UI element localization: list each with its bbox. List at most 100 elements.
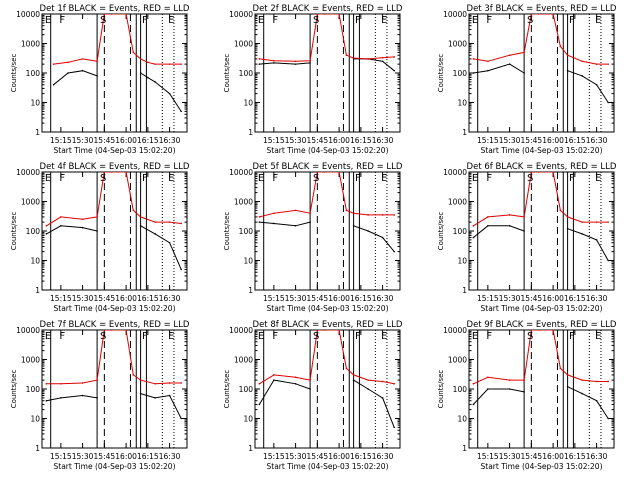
data-point-lld — [552, 330, 554, 331]
data-point-lld — [67, 61, 69, 64]
region-label: S — [313, 331, 319, 342]
data-point-events — [96, 75, 98, 77]
data-point-lld — [552, 14, 554, 15]
x-tick-label: 16:00 — [542, 136, 564, 145]
data-point-lld — [595, 380, 598, 383]
series-line-lld — [46, 330, 182, 385]
data-point-lld — [508, 214, 511, 216]
y-tick-label: 10000 — [16, 10, 40, 19]
series-line-events — [46, 393, 182, 419]
x-tick-label: 15:45 — [521, 452, 543, 461]
data-point-lld — [537, 172, 540, 173]
region-label: F — [355, 173, 361, 184]
x-axis-label: Start Time (04-Sep-03 15:02:20) — [481, 146, 603, 155]
region-label: E — [595, 15, 601, 26]
x-tick-label: 16:15 — [137, 136, 159, 145]
data-point-events — [472, 72, 475, 74]
data-point-lld — [110, 172, 113, 173]
data-point-lld — [132, 209, 135, 212]
region-label: F — [569, 173, 575, 184]
x-tick-label: 16:15 — [564, 294, 586, 303]
plot-frame — [468, 13, 615, 133]
data-point-lld — [139, 379, 142, 381]
data-point-lld — [154, 221, 156, 223]
series-line-lld — [473, 14, 609, 65]
x-axis-label: Start Time (04-Sep-03 15:02:20) — [267, 462, 389, 471]
data-point-lld — [139, 58, 142, 60]
data-point-lld — [552, 172, 554, 173]
data-point-lld — [81, 382, 84, 384]
panel-title: Det 1f BLACK = Events, RED = LLD — [40, 4, 190, 14]
data-point-lld — [595, 63, 598, 65]
y-tick-label: 1 — [248, 444, 253, 453]
y-tick-label: 10 — [30, 99, 40, 108]
x-tick-label: 15:45 — [94, 136, 116, 145]
data-point-events — [168, 241, 171, 244]
region-label: F — [272, 15, 278, 26]
data-point-events — [60, 397, 62, 399]
y-tick-label: 10 — [457, 415, 467, 424]
data-point-lld — [45, 383, 48, 385]
data-point-events — [294, 225, 297, 227]
series-line-lld — [259, 14, 395, 62]
panel-det-1: Det 1f BLACK = Events, RED = LLD 1 10 100 10… — [10, 4, 190, 155]
series-line-lld — [259, 172, 395, 218]
data-point-lld — [258, 58, 261, 60]
data-point-lld — [294, 209, 297, 212]
data-point-lld — [96, 216, 98, 218]
data-point-lld — [258, 383, 261, 385]
data-point-events — [508, 225, 511, 227]
data-point-lld — [607, 63, 609, 65]
x-tick-label: 15:15 — [50, 136, 72, 145]
data-point-events — [294, 383, 297, 385]
data-point-lld — [273, 374, 275, 376]
y-axis-label: Counts/sec — [223, 370, 231, 409]
panel-title: Det 3f BLACK = Events, RED = LLD — [467, 4, 617, 14]
data-point-events — [393, 69, 396, 72]
panel-det-9: Det 9f BLACK = Events, RED = LLD 1 10 100 10… — [437, 320, 617, 471]
data-point-events — [52, 83, 55, 86]
data-point-lld — [595, 221, 598, 223]
y-tick-label: 100 — [26, 227, 41, 236]
series-line-lld — [46, 172, 182, 227]
y-tick-label: 10000 — [229, 326, 253, 335]
region-label: S — [100, 15, 106, 26]
x-axis-label: Start Time (04-Sep-03 15:02:20) — [481, 304, 603, 313]
y-tick-label: 1000 — [234, 198, 253, 207]
data-point-events — [81, 226, 84, 229]
x-tick-label: 16:00 — [328, 294, 350, 303]
region-label: F — [59, 15, 65, 26]
data-point-lld — [309, 212, 311, 215]
y-tick-label: 10 — [457, 99, 467, 108]
y-tick-label: 1000 — [448, 198, 467, 207]
x-tick-label: 15:15 — [263, 452, 285, 461]
plot-frame — [41, 171, 188, 291]
y-tick-label: 10000 — [16, 168, 40, 177]
panel-det-8: Det 8f BLACK = Events, RED = LLD 1 10 100 10… — [223, 320, 403, 471]
data-point-lld — [125, 172, 127, 173]
data-point-lld — [530, 14, 533, 15]
x-tick-label: 15:15 — [50, 294, 72, 303]
region-label: E — [472, 15, 478, 26]
data-point-lld — [180, 63, 182, 65]
region-label: E — [595, 331, 601, 342]
panel-title: Det 2f BLACK = Events, RED = LLD — [253, 4, 403, 14]
y-tick-label: 1000 — [234, 356, 253, 365]
data-point-lld — [154, 383, 156, 385]
data-point-lld — [508, 379, 511, 381]
data-point-lld — [523, 216, 525, 218]
data-point-events — [139, 72, 142, 74]
x-tick-label: 15:15 — [477, 136, 499, 145]
series-line-events — [46, 225, 182, 270]
y-tick-label: 10000 — [443, 10, 467, 19]
x-tick-label: 16:00 — [328, 452, 350, 461]
data-point-lld — [508, 54, 511, 57]
data-point-lld — [103, 14, 106, 15]
data-point-lld — [393, 56, 396, 58]
region-label: E — [381, 331, 387, 342]
y-tick-label: 1 — [462, 286, 467, 295]
panel-det-4: Det 4f BLACK = Events, RED = LLD 1 10 100 10… — [10, 162, 190, 313]
region-label: E — [258, 173, 264, 184]
data-point-lld — [345, 367, 348, 370]
data-point-lld — [393, 383, 396, 385]
